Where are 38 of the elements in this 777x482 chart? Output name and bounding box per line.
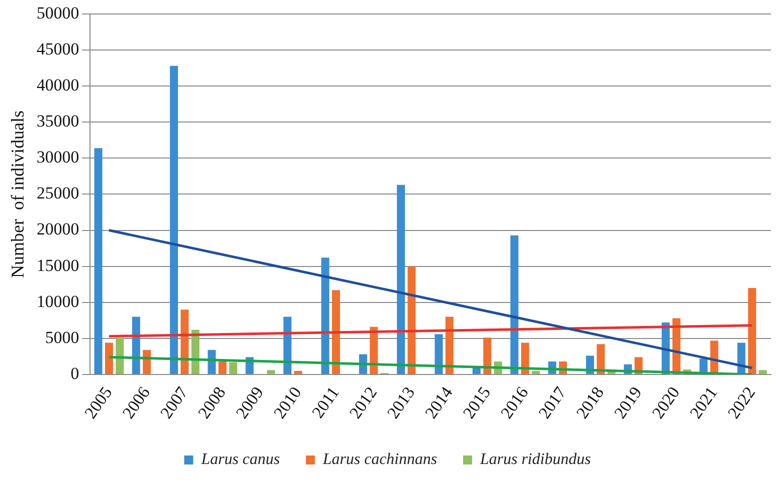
bar — [283, 316, 292, 374]
bar — [434, 334, 443, 374]
bar — [332, 290, 340, 374]
y-tick-label: 40000 — [36, 76, 80, 95]
bar — [396, 184, 405, 374]
y-tick-label: 10000 — [36, 292, 80, 311]
bar — [229, 362, 238, 374]
legend-label: Larus cachinnans — [322, 451, 438, 468]
y-tick-label: 50000 — [36, 3, 80, 22]
y-tick-label: 35000 — [36, 112, 80, 131]
y-tick-label: 0 — [70, 364, 80, 383]
y-tick-label: 30000 — [36, 148, 80, 167]
bar — [510, 235, 518, 374]
legend-label: Larus ridibundus — [479, 451, 591, 468]
y-axis-title: Number of individuals — [8, 110, 28, 278]
bar — [94, 148, 102, 374]
y-tick-label: 45000 — [36, 40, 80, 59]
bar — [170, 66, 178, 374]
bar — [180, 310, 189, 374]
bar — [104, 342, 114, 374]
bar — [408, 266, 416, 374]
bar — [218, 361, 227, 374]
y-tick-label: 5000 — [45, 328, 80, 347]
y-tick-label: 25000 — [36, 184, 80, 203]
bar — [521, 342, 530, 374]
bar — [294, 370, 302, 374]
legend-label: Larus canus — [200, 451, 280, 468]
bar — [758, 370, 767, 374]
y-tick-label: 15000 — [36, 256, 80, 275]
bar — [483, 338, 492, 374]
bar — [321, 258, 330, 374]
bar — [748, 288, 756, 374]
bar — [132, 316, 140, 374]
bar — [532, 370, 540, 374]
bar — [116, 338, 124, 374]
bar — [267, 370, 276, 374]
y-tick-label: 20000 — [36, 220, 80, 239]
bar — [445, 316, 454, 374]
